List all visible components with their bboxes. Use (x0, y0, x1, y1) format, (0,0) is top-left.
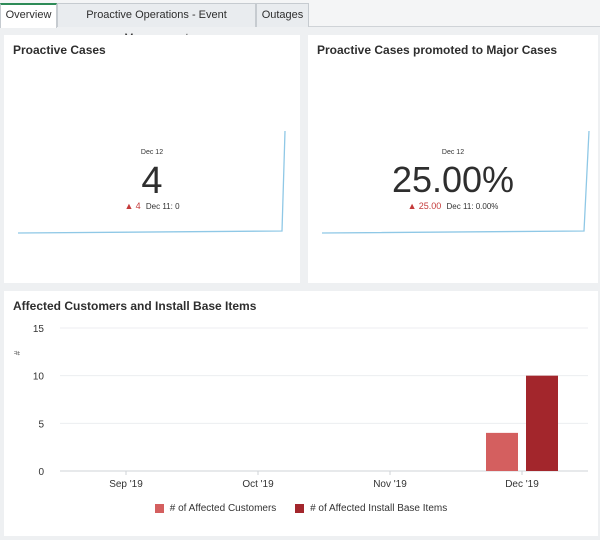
score-value: 25.00% (391, 159, 515, 200)
score-delta: ▲ 4 Dec 11: 0 (4, 201, 300, 211)
legend-swatch (295, 504, 305, 513)
tab-overview[interactable]: Overview (0, 3, 57, 28)
bar-chart: 0 5 10 15 # Sep '19 Oct '19 Nov '19 Dec '19 (13, 324, 588, 490)
sparkline (17, 130, 286, 234)
card-title: Proactive Cases (13, 43, 106, 57)
delta-up-icon: ▲ (124, 201, 134, 211)
tab-proactive-operations[interactable]: Proactive Operations - Event Management (57, 3, 256, 44)
delta-previous: Dec 11: 0.00% (446, 202, 499, 211)
sparkline (321, 130, 590, 234)
x-tick-label: Sep '19 (109, 479, 143, 490)
legend-label: # of Affected Customers (169, 503, 277, 514)
x-tick-label: Nov '19 (373, 479, 407, 490)
score-date: Dec 12 (441, 149, 465, 156)
chart-title: Affected Customers and Install Base Item… (13, 299, 257, 313)
y-axis-label: # (13, 350, 22, 355)
delta-up-icon: ▲ (407, 201, 417, 211)
chart-legend: # of Affected Customers # of Affected In… (4, 503, 598, 516)
tab-outages[interactable]: Outages (256, 3, 309, 27)
legend-item[interactable]: # of Affected Customers (154, 503, 277, 514)
bar (486, 432, 518, 471)
score-date: Dec 12 (140, 149, 164, 156)
score-delta: ▲ 25.00 Dec 11: 0.00% (308, 201, 598, 211)
score-value: 4 (141, 160, 163, 202)
y-tick-label: 5 (38, 419, 44, 430)
tab-bar: Overview Proactive Operations - Event Ma… (0, 0, 600, 44)
sparkline-line (321, 130, 590, 234)
y-tick-label: 10 (33, 372, 45, 383)
y-tick-label: 0 (38, 467, 44, 478)
delta-previous: Dec 11: 0 (145, 202, 180, 211)
legend-item[interactable]: # of Affected Install Base Items (295, 503, 447, 514)
delta-value: 4 (135, 201, 141, 211)
sparkline-line (17, 130, 286, 234)
promoted-cases-card: Proactive Cases promoted to Major Cases … (308, 35, 598, 283)
y-tick-label: 15 (33, 324, 45, 335)
affected-customers-card: Affected Customers and Install Base Item… (4, 291, 598, 536)
x-tick-label: Oct '19 (242, 479, 274, 490)
legend-swatch (154, 504, 164, 513)
x-tick-label: Dec '19 (505, 479, 539, 490)
proactive-cases-card: Proactive Cases Dec 12 4 ▲ 4 Dec 11: 0 (4, 35, 300, 283)
bar (526, 375, 558, 471)
card-title: Proactive Cases promoted to Major Cases (317, 43, 558, 57)
delta-value: 25.00 (418, 201, 442, 211)
legend-label: # of Affected Install Base Items (310, 503, 448, 514)
